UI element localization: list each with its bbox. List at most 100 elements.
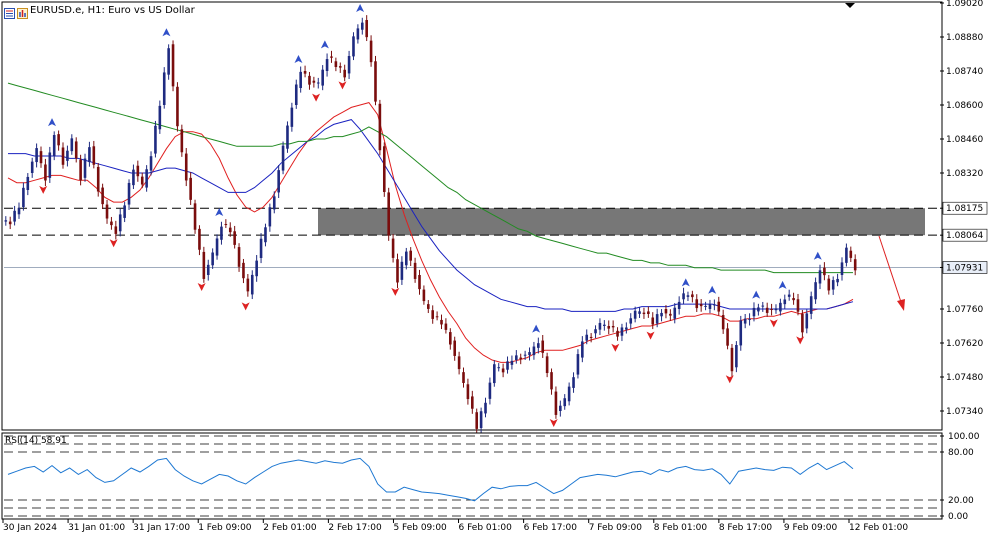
- candle-bull: [506, 361, 509, 370]
- candle-bull: [818, 270, 822, 284]
- rsi-tick-label: 0.00: [948, 512, 968, 522]
- candle-bull: [743, 318, 747, 324]
- candle-bear: [140, 176, 144, 185]
- candle-bull: [484, 402, 487, 414]
- candle-bear: [136, 165, 140, 177]
- x-tick-label: 9 Feb 09:00: [784, 523, 838, 533]
- candle-bear: [224, 224, 228, 225]
- x-tick-label: 8 Feb 01:00: [654, 523, 708, 533]
- y-tick-label: 1.08320: [946, 169, 983, 179]
- candle-bull: [255, 260, 258, 277]
- candle-bear: [457, 356, 461, 370]
- candle-bull: [563, 398, 567, 407]
- x-tick-label: 2 Feb 17:00: [328, 523, 382, 533]
- candle-bear: [642, 312, 646, 315]
- candle-bear: [721, 315, 725, 330]
- candle-bear: [396, 259, 399, 283]
- resistance-zone: [318, 208, 925, 236]
- y-tick-label: 1.07340: [946, 407, 983, 417]
- candle-bull: [515, 355, 518, 360]
- candle-bear: [202, 251, 206, 279]
- fractal-down-icon: [769, 319, 778, 328]
- candle-bear: [180, 129, 184, 153]
- candle-bear: [92, 146, 96, 165]
- candle-bull: [559, 405, 562, 411]
- fractal-up-icon: [532, 324, 541, 333]
- candle-bull: [532, 346, 536, 356]
- candle-bull: [752, 307, 756, 317]
- y-tick-label: 1.08740: [946, 67, 983, 77]
- y-tick-label: 1.08600: [946, 101, 983, 111]
- price-label-box: [942, 228, 988, 242]
- candle-bear: [471, 396, 474, 409]
- candle-bull: [638, 311, 641, 314]
- y-tick-label: 1.08064: [946, 231, 983, 241]
- forecast-arrow-head: [897, 299, 905, 311]
- candle-bull: [325, 59, 329, 71]
- candle-bull: [497, 367, 501, 369]
- candle-bear: [823, 267, 826, 276]
- candle-bear: [303, 71, 307, 74]
- candle-bear: [228, 227, 232, 233]
- candle-bear: [691, 294, 694, 298]
- candle-bull: [352, 36, 355, 57]
- candle-bull: [211, 252, 214, 266]
- candle-bull: [523, 354, 527, 356]
- bar-chart-icon[interactable]: [17, 8, 28, 19]
- candle-bull: [268, 207, 272, 227]
- candle-bull: [783, 299, 787, 305]
- candle-bear: [114, 226, 118, 234]
- shift-marker-icon: [845, 3, 855, 8]
- candle-bear: [382, 146, 386, 192]
- x-tick-label: 5 Feb 09:00: [393, 523, 447, 533]
- candle-bear: [801, 313, 804, 333]
- candle-bear: [198, 228, 201, 250]
- x-tick-label: 2 Feb 01:00: [263, 523, 317, 533]
- candle-bear: [770, 309, 773, 310]
- candle-bear: [849, 250, 853, 258]
- candle-bull: [4, 220, 8, 222]
- fractal-up-icon: [778, 280, 787, 289]
- candle-bull: [686, 295, 690, 297]
- candle-bull: [48, 152, 52, 178]
- fractal-down-icon: [39, 185, 48, 194]
- candle-bull: [528, 352, 531, 356]
- candle-bull: [347, 55, 351, 74]
- candle-bull: [52, 135, 56, 156]
- fractal-down-icon: [725, 375, 734, 384]
- candle-bull: [831, 280, 835, 290]
- candle-bull: [713, 304, 716, 306]
- candle-bull: [708, 304, 712, 309]
- candle-bull: [704, 305, 707, 307]
- candle-bull: [629, 318, 633, 324]
- candle-bull: [633, 310, 637, 319]
- x-tick-label: 6 Feb 17:00: [524, 523, 578, 533]
- fractal-down-icon: [611, 343, 620, 352]
- candle-bear: [334, 61, 338, 68]
- fractal-up-icon: [708, 285, 717, 294]
- candle-bull: [290, 107, 294, 127]
- candle-bear: [853, 259, 857, 271]
- candle-bear: [501, 368, 505, 373]
- candle-bull: [316, 82, 320, 84]
- candle-bull: [809, 296, 813, 314]
- candle-bull: [400, 261, 404, 280]
- x-tick-label: 31 Jan 01:00: [68, 523, 125, 533]
- candle-bear: [171, 44, 175, 87]
- candle-bear: [61, 147, 65, 165]
- candle-bull: [149, 156, 153, 171]
- candle-bear: [105, 204, 109, 219]
- candle-bear: [242, 262, 245, 279]
- candle-bear: [101, 187, 104, 205]
- candle-bear: [343, 69, 346, 78]
- candle-bull: [677, 301, 681, 309]
- candle-bull: [739, 320, 743, 346]
- candle-bull: [294, 84, 298, 105]
- candle-bear: [611, 326, 615, 328]
- candle-bear: [44, 164, 47, 181]
- candle-bull: [264, 227, 267, 243]
- candle-bull: [281, 145, 285, 171]
- chart-window-icon[interactable]: [4, 8, 15, 19]
- candle-bull: [735, 344, 738, 368]
